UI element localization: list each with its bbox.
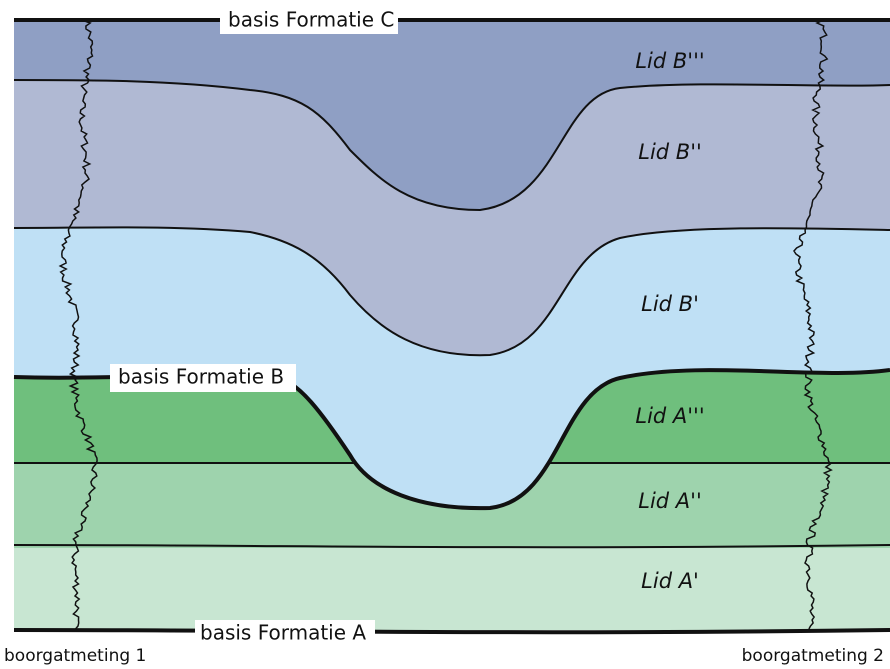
boundary-label: basis Formatie B: [118, 365, 284, 389]
borehole-label: boorgatmeting 2: [742, 646, 884, 666]
layer-a1: [14, 540, 890, 630]
diagram: basis Formatie C basis Formatie B basis …: [0, 0, 890, 669]
layer-label: Lid A': [641, 569, 699, 593]
borehole-label: boorgatmeting 1: [4, 646, 146, 666]
layer-label: Lid A''': [635, 404, 704, 428]
layer-label: Lid B': [641, 292, 699, 316]
boundary-label: basis Formatie A: [200, 621, 366, 645]
layer-label: Lid A'': [638, 489, 701, 513]
layer-label: Lid B''': [635, 49, 704, 73]
formation-boundary: [14, 630, 890, 632]
layer-label: Lid B'': [638, 140, 702, 164]
boundary-label: basis Formatie C: [228, 8, 394, 32]
